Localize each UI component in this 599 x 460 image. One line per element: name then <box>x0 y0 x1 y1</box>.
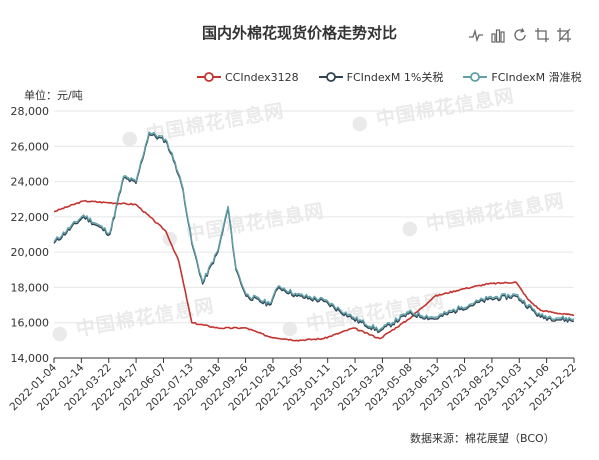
unit-label: 单位：元/吨 <box>24 89 83 102</box>
y-tick-label: 14,000 <box>11 352 50 365</box>
line-chart-icon[interactable] <box>468 27 484 43</box>
legend-item-fcindex-sliding[interactable]: FCIndexM 滑准税 <box>463 69 582 85</box>
source-label: 数据来源：棉花展望（BCO） <box>410 432 555 445</box>
y-tick-label: 24,000 <box>11 176 50 189</box>
legend-item-ccindex[interactable]: CCIndex3128 <box>197 69 299 85</box>
legend-label-fcindex-sliding: FCIndexM 滑准税 <box>491 71 582 84</box>
zoom-reset-icon[interactable] <box>556 27 572 43</box>
restore-icon[interactable] <box>512 27 528 43</box>
y-tick-label: 26,000 <box>11 140 50 153</box>
legend-item-fcindex-1pct[interactable]: FCIndexM 1%关税 <box>318 69 444 85</box>
y-tick-label: 18,000 <box>11 281 50 294</box>
y-tick-label: 20,000 <box>11 246 50 259</box>
legend-label-fcindex-1pct: FCIndexM 1%关税 <box>346 71 444 84</box>
series-line-fcindex-sliding <box>53 131 575 332</box>
y-tick-label: 22,000 <box>11 211 50 224</box>
legend: CCIndex3128 FCIndexM 1%关税 FCIndexM 滑准税 <box>197 69 582 85</box>
bar-chart-icon[interactable] <box>490 27 506 43</box>
legend-swatch-fcindex-1pct <box>318 72 343 82</box>
legend-swatch-ccindex <box>197 72 221 82</box>
chart-title: 国内外棉花现货价格走势对比 <box>201 24 397 42</box>
series-line-fcindex-1pct <box>53 133 575 334</box>
y-tick-label: 28,000 <box>11 105 50 118</box>
data-zoom-icon[interactable] <box>534 27 550 43</box>
toolbox <box>468 27 572 43</box>
legend-label-ccindex: CCIndex3128 <box>225 70 299 84</box>
y-tick-label: 16,000 <box>11 317 50 330</box>
legend-swatch-fcindex-sliding <box>463 72 488 82</box>
series-line-ccindex <box>53 199 575 342</box>
